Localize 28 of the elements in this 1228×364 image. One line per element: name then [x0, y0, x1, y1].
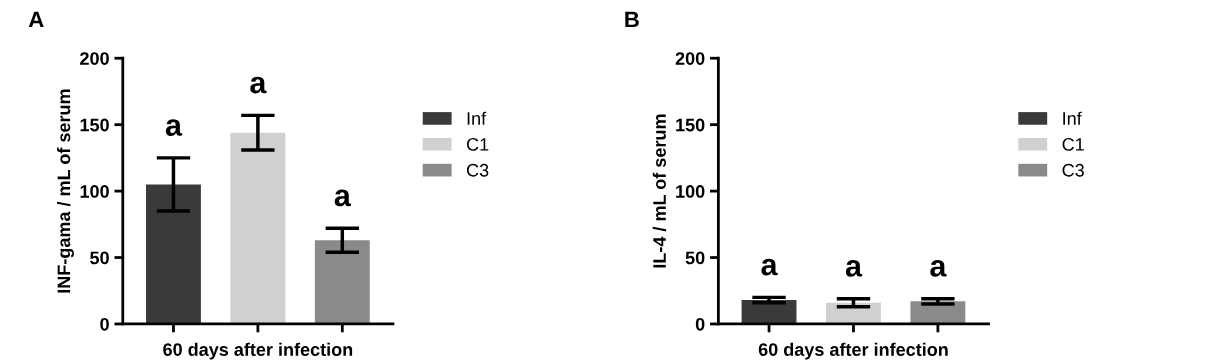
annotation: a — [761, 258, 778, 276]
legend-label: C1 — [466, 137, 489, 151]
legend-label: Inf — [467, 111, 487, 125]
y-axis-title: IL-4 / mL of serum — [652, 114, 667, 268]
annotation: a — [250, 76, 267, 94]
y-tick-label: 150 — [676, 118, 705, 132]
y-tick-label: 0 — [695, 317, 705, 331]
chart-title: A — [28, 11, 44, 28]
y-tick-label: 50 — [90, 251, 109, 265]
y-tick-label: 50 — [685, 251, 705, 265]
y-tick-label: 150 — [80, 118, 109, 132]
annotation: a — [334, 189, 351, 207]
x-axis-title: 60 days after infection — [758, 342, 948, 360]
y-tick-label: 0 — [100, 317, 109, 331]
legend-label: C3 — [1062, 163, 1084, 177]
y-tick-label: 200 — [675, 52, 705, 65]
legend-label: C1 — [1062, 137, 1084, 151]
y-tick-label: 200 — [80, 52, 109, 65]
y-tick-label: 100 — [676, 185, 705, 198]
chart-title: B — [625, 11, 639, 28]
y-tick-label: 100 — [80, 185, 109, 198]
annotation: a — [845, 259, 863, 277]
legend-label: Inf — [1063, 111, 1082, 125]
legend-label: C3 — [466, 163, 489, 177]
annotation: a — [165, 119, 183, 136]
annotation: a — [930, 259, 947, 277]
x-axis-title: 60 days after infection — [163, 342, 353, 360]
y-axis-title: INF-gama / mL of serum — [57, 89, 74, 293]
